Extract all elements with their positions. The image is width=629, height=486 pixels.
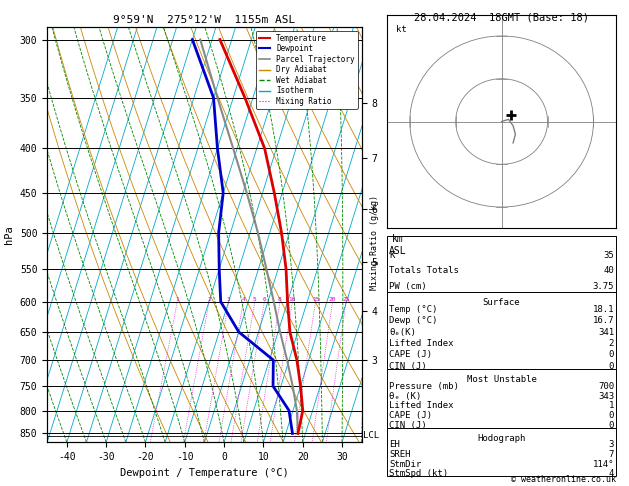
Text: Most Unstable: Most Unstable xyxy=(467,375,537,384)
Text: 18.1: 18.1 xyxy=(593,305,614,314)
Text: StmDir: StmDir xyxy=(389,460,421,469)
Text: PW (cm): PW (cm) xyxy=(389,282,426,291)
Text: Lifted Index: Lifted Index xyxy=(389,401,454,410)
Text: θₑ (K): θₑ (K) xyxy=(389,392,421,400)
Text: 0: 0 xyxy=(609,421,614,430)
Text: 10: 10 xyxy=(289,297,296,302)
Legend: Temperature, Dewpoint, Parcel Trajectory, Dry Adiabat, Wet Adiabat, Isotherm, Mi: Temperature, Dewpoint, Parcel Trajectory… xyxy=(255,31,358,109)
Text: kt: kt xyxy=(396,25,407,34)
Text: CIN (J): CIN (J) xyxy=(389,362,426,371)
Text: 6: 6 xyxy=(262,297,266,302)
Text: 341: 341 xyxy=(598,328,614,337)
FancyBboxPatch shape xyxy=(387,428,616,476)
FancyBboxPatch shape xyxy=(387,236,616,292)
Text: 25: 25 xyxy=(342,297,350,302)
Text: 114°: 114° xyxy=(593,460,614,469)
Text: 3.75: 3.75 xyxy=(593,282,614,291)
Text: 4: 4 xyxy=(609,469,614,478)
Text: 2: 2 xyxy=(609,339,614,348)
Text: 1: 1 xyxy=(175,297,179,302)
Text: Lifted Index: Lifted Index xyxy=(389,339,454,348)
Text: 7: 7 xyxy=(609,450,614,459)
Text: Totals Totals: Totals Totals xyxy=(389,266,459,276)
Text: 3: 3 xyxy=(227,297,231,302)
FancyBboxPatch shape xyxy=(387,369,616,428)
FancyBboxPatch shape xyxy=(387,292,616,369)
Text: 700: 700 xyxy=(598,382,614,391)
Text: Mixing Ratio (g/kg): Mixing Ratio (g/kg) xyxy=(370,195,379,291)
X-axis label: Dewpoint / Temperature (°C): Dewpoint / Temperature (°C) xyxy=(120,468,289,478)
Y-axis label: hPa: hPa xyxy=(4,225,14,244)
Title: 9°59'N  275°12'W  1155m ASL: 9°59'N 275°12'W 1155m ASL xyxy=(113,15,296,25)
Text: 4: 4 xyxy=(242,297,245,302)
Text: 0: 0 xyxy=(609,362,614,371)
Text: CAPE (J): CAPE (J) xyxy=(389,411,432,420)
Text: SREH: SREH xyxy=(389,450,411,459)
Text: 0: 0 xyxy=(609,350,614,359)
Text: Dewp (°C): Dewp (°C) xyxy=(389,316,438,325)
Text: 16.7: 16.7 xyxy=(593,316,614,325)
Text: 343: 343 xyxy=(598,392,614,400)
Text: 28.04.2024  18GMT (Base: 18): 28.04.2024 18GMT (Base: 18) xyxy=(414,12,589,22)
Text: K: K xyxy=(389,251,394,260)
Text: CIN (J): CIN (J) xyxy=(389,421,426,430)
Text: θₑ(K): θₑ(K) xyxy=(389,328,416,337)
Text: Temp (°C): Temp (°C) xyxy=(389,305,438,314)
Text: 40: 40 xyxy=(603,266,614,276)
Text: 2: 2 xyxy=(207,297,211,302)
Text: EH: EH xyxy=(389,440,400,449)
Text: 1: 1 xyxy=(609,401,614,410)
Text: 35: 35 xyxy=(603,251,614,260)
Text: 8: 8 xyxy=(278,297,282,302)
Text: Surface: Surface xyxy=(483,297,520,307)
Y-axis label: km
ASL: km ASL xyxy=(389,235,407,256)
Text: StmSpd (kt): StmSpd (kt) xyxy=(389,469,448,478)
Text: CAPE (J): CAPE (J) xyxy=(389,350,432,359)
Text: 15: 15 xyxy=(312,297,320,302)
Text: 20: 20 xyxy=(329,297,337,302)
Text: 3: 3 xyxy=(609,440,614,449)
Text: LCL: LCL xyxy=(363,431,379,440)
Text: © weatheronline.co.uk: © weatheronline.co.uk xyxy=(511,474,616,484)
Text: Pressure (mb): Pressure (mb) xyxy=(389,382,459,391)
Text: 5: 5 xyxy=(253,297,257,302)
Text: Hodograph: Hodograph xyxy=(477,434,526,443)
Text: 0: 0 xyxy=(609,411,614,420)
